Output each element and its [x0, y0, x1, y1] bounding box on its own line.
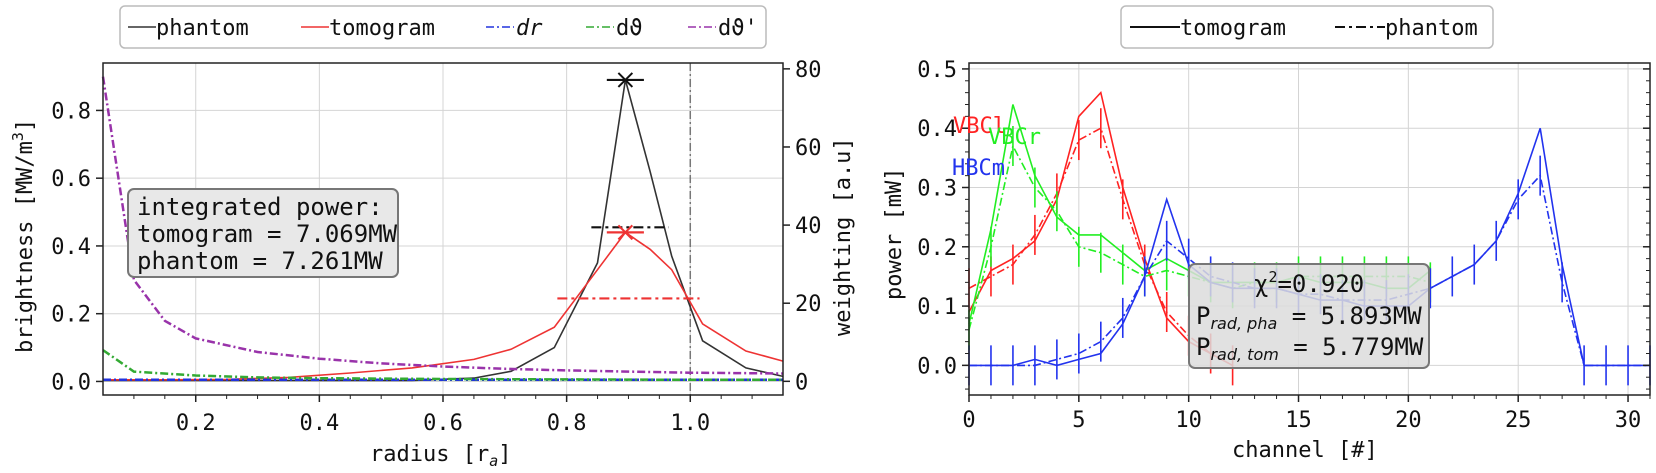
right-y-tick-label: 0.3	[917, 177, 957, 202]
left-y-tick-label: 0.0	[51, 370, 91, 395]
series-line-4	[101, 76, 784, 375]
right-x-tick-label: 10	[1175, 408, 1202, 433]
right-chart: 0 5 10 15 20 25 30 0.0 0.1 0.2 0.3 0.4 0.5 tomogram …	[882, 5, 1651, 463]
right-x-tick-label: 5	[1072, 408, 1085, 433]
left-x-tick-label: 0.6	[423, 411, 463, 436]
group-label-vbcr: VBCr	[988, 125, 1041, 150]
left-x-tick-label: 0.8	[547, 411, 587, 436]
right-y-tick-label: 0.2	[917, 236, 957, 261]
left-x-axis-label: radius [ra]	[370, 442, 512, 470]
left-y-tick-label: 0.6	[51, 167, 91, 192]
legend-label-tomogram: tomogram	[329, 16, 435, 41]
left-legend: phantom tomogram dr dϑ dϑ'	[119, 5, 767, 49]
left-legend-box	[119, 5, 767, 49]
left-y-tick-label: 0.4	[51, 235, 91, 260]
prad-phantom: Prad, pha = 5.893MW	[1196, 302, 1422, 333]
left-y2-tick-label: 80	[795, 58, 822, 83]
legend-label-phantom-right: phantom	[1385, 16, 1478, 41]
left-y2-tick-label: 40	[795, 214, 822, 239]
right-x-tick-label: 30	[1615, 408, 1642, 433]
legend-label-dtheta: dϑ	[616, 16, 643, 41]
right-annotation: χ2=0.920 Prad, pha = 5.893MW Prad, tom =…	[1188, 263, 1430, 369]
right-y-axis-label: power [mW]	[882, 168, 907, 300]
marker-x-0	[617, 72, 634, 88]
right-annotation-box	[1188, 263, 1430, 369]
right-legend: tomogram phantom	[1120, 5, 1494, 49]
legend-label-tomogram-right: tomogram	[1180, 16, 1286, 41]
left-annotation-box	[127, 188, 399, 278]
left-annotation: integrated power: tomogram = 7.069MW pha…	[127, 188, 399, 278]
left-y2-tick-label: 60	[795, 136, 822, 161]
left-x-tick-label: 1.0	[670, 411, 710, 436]
right-x-tick-label: 20	[1395, 408, 1422, 433]
right-legend-box	[1120, 5, 1494, 49]
group-label-hbcm: HBCm	[952, 156, 1005, 181]
right-x-tick-label: 0	[962, 408, 975, 433]
left-y2-tick-label: 0	[795, 370, 808, 395]
right-y-tick-label: 0.5	[917, 58, 957, 83]
left-ticks: 0.2 0.4 0.6 0.8 1.0 0.0 0.2 0.4 0.6 0.8 0 20 40 60 80	[51, 58, 821, 436]
marker-x-1	[617, 224, 634, 241]
annotation-line-2: tomogram = 7.069MW	[137, 220, 398, 248]
left-y-tick-label: 0.2	[51, 303, 91, 328]
right-x-axis-label: channel [#]	[1232, 438, 1378, 463]
right-y-tick-label: 0.4	[917, 117, 957, 142]
right-y-tick-label: 0.0	[917, 354, 957, 379]
legend-label-dr: dr	[516, 16, 543, 41]
left-y-tick-label: 0.8	[51, 99, 91, 124]
legend-label-dtheta-prime: dϑ'	[718, 16, 758, 41]
chi-squared: χ2=0.920	[1254, 268, 1364, 298]
phantom-line-HBCm	[969, 173, 1650, 367]
left-x-tick-label: 0.2	[176, 411, 216, 436]
left-y-axis-label: brightness [MW/m3]	[9, 119, 38, 353]
left-x-tick-label: 0.4	[299, 411, 339, 436]
left-y2-tick-label: 20	[795, 292, 822, 317]
group-label-vbcl: VBCl	[953, 114, 1006, 139]
left-y2-axis-label: weighting [a.u]	[831, 137, 856, 336]
right-plot-frame	[968, 62, 1651, 396]
legend-label-phantom: phantom	[156, 16, 249, 41]
left-grid	[103, 63, 783, 395]
right-ticks: 0 5 10 15 20 25 30 0.0 0.1 0.2 0.3 0.4 0.5	[917, 58, 1651, 433]
right-x-tick-label: 25	[1505, 408, 1532, 433]
left-markers	[557, 72, 700, 300]
left-chart: 0.2 0.4 0.6 0.8 1.00.00.20.40.60.8020406080 …	[9, 5, 856, 470]
right-y-tick-label: 0.1	[917, 295, 957, 320]
prad-tomogram: Prad, tom = 5.779MW	[1196, 333, 1424, 364]
annotation-line-3: phantom = 7.261MW	[137, 247, 383, 275]
annotation-line-1: integrated power:	[137, 193, 383, 221]
right-x-tick-label: 15	[1285, 408, 1312, 433]
